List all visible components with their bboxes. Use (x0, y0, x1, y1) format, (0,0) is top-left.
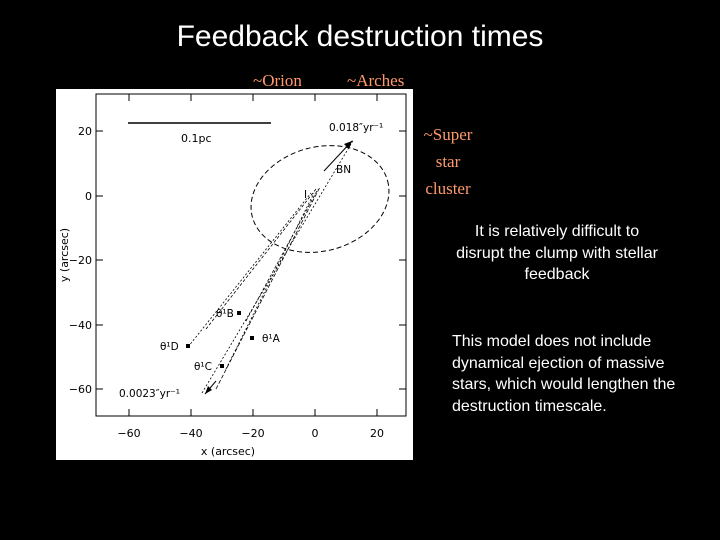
trajectory-lines (187, 138, 355, 394)
bn-label: BN (336, 164, 351, 176)
arrow-head (344, 141, 352, 149)
axis-ticks (96, 94, 406, 416)
x-tick-label: 20 (370, 427, 384, 440)
y-axis-label: y (arcsec) (58, 228, 71, 282)
arches-label: ~Arches (347, 71, 405, 90)
y-tick-label: −40 (69, 319, 92, 332)
proper-motion-label: 0.0023″yr⁻¹ (119, 388, 180, 400)
plot-frame (95, 93, 407, 417)
theta1b-star (237, 311, 241, 315)
model-caveat-note: This model does not include dynamical ej… (452, 333, 676, 415)
super-star-cluster-label: ~Super star cluster (423, 125, 473, 198)
theta1a-label: θ¹A (262, 333, 281, 345)
theta1b-label: θ¹B (216, 308, 234, 320)
proper-motion-label: 0.018″yr⁻¹ (329, 122, 383, 134)
scale-bar-label: 0.1pc (181, 132, 212, 145)
feedback-note: It is relatively difficult to disrupt th… (456, 223, 658, 283)
astrometry-figure: −60 −40 −20 0 20 20 0 −20 −40 −60 x (arc… (56, 89, 413, 460)
orion-label: ~Orion (253, 71, 302, 90)
y-tick-label: −20 (69, 254, 92, 267)
x-axis-label: x (arcsec) (201, 445, 255, 458)
x-tick-label: −60 (117, 427, 140, 440)
y-tick-label: 0 (85, 190, 92, 203)
theta1c-star (220, 364, 224, 368)
x-tick-label: −40 (179, 427, 202, 440)
x-tick-label: −20 (241, 427, 264, 440)
slide-title: Feedback destruction times (176, 20, 544, 53)
y-tick-label: −60 (69, 383, 92, 396)
theta1d-label: θ¹D (160, 341, 179, 353)
theta1a-star (250, 336, 254, 340)
source-i-label: I (304, 189, 307, 201)
position-ellipse (250, 145, 390, 253)
theta1c-label: θ¹C (194, 361, 212, 373)
theta1d-star (186, 344, 190, 348)
astrometry-plot: −60 −40 −20 0 20 20 0 −20 −40 −60 x (arc… (58, 93, 407, 458)
arrow-head (205, 386, 212, 394)
y-tick-label: 20 (78, 125, 92, 138)
x-tick-label: 0 (312, 427, 319, 440)
